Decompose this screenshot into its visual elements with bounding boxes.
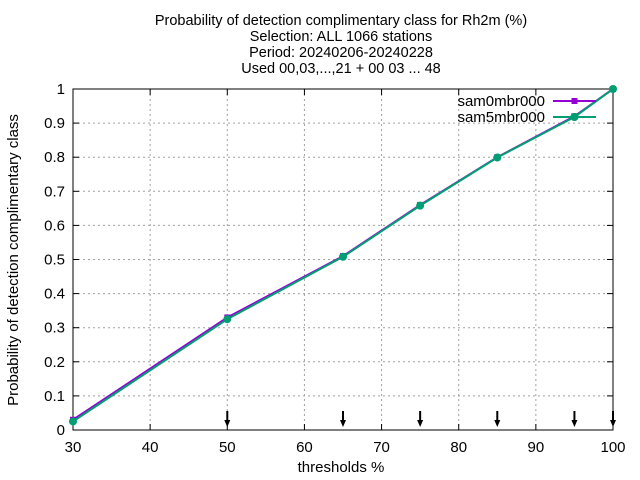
data-point xyxy=(609,85,617,93)
x-tick-label: 60 xyxy=(296,439,313,456)
x-tick-label: 90 xyxy=(528,439,545,456)
x-axis-label: thresholds % xyxy=(298,459,385,476)
x-tick-label: 80 xyxy=(450,439,467,456)
x-tick-label: 70 xyxy=(373,439,390,456)
threshold-arrow-head xyxy=(571,420,578,427)
threshold-arrow-head xyxy=(494,420,501,427)
chart-title-line: Used 00,03,...,21 + 00 03 ... 48 xyxy=(241,61,441,77)
data-point xyxy=(493,153,502,162)
x-tick-label: 50 xyxy=(219,439,236,456)
y-tick-label: 0.7 xyxy=(44,183,65,200)
chart-title-line: Selection: ALL 1066 stations xyxy=(250,29,432,45)
y-tick-label: 0.2 xyxy=(44,354,65,371)
y-tick-label: 0 xyxy=(57,422,65,439)
legend-label: sam5mbr000 xyxy=(457,109,545,126)
y-tick-label: 0.8 xyxy=(44,149,65,166)
legend-swatch-marker xyxy=(570,113,579,121)
data-point xyxy=(416,201,425,210)
data-point xyxy=(69,417,77,426)
legend-swatch-marker xyxy=(571,98,578,104)
chart-title-group: Probability of detection complimentary c… xyxy=(155,13,527,77)
y-tick-label: 0.4 xyxy=(44,286,65,303)
x-tick-label: 40 xyxy=(142,439,159,456)
y-tick-label: 0.3 xyxy=(44,320,65,337)
x-tick-label: 100 xyxy=(600,439,625,456)
chart-title-line: Probability of detection complimentary c… xyxy=(155,13,527,29)
chart-title-line: Period: 20240206-20240228 xyxy=(249,45,433,61)
series-group xyxy=(69,85,617,426)
threshold-arrow-head xyxy=(610,420,616,427)
threshold-arrows xyxy=(224,411,616,427)
y-axis-label: Probability of detection complimentary c… xyxy=(5,114,22,406)
y-tick-label: 0.6 xyxy=(44,217,65,234)
axis-ticks: 30 40 50 60 70 80 90 100 0 0.1 0.2 0.3 0.4 0.5 0.6 0.7 0… xyxy=(44,81,625,456)
threshold-arrow-head xyxy=(417,420,424,427)
threshold-arrow-head xyxy=(224,420,231,427)
y-tick-label: 0.9 xyxy=(44,115,65,132)
y-tick-label: 0.1 xyxy=(44,388,65,405)
y-tick-label: 0.5 xyxy=(44,252,65,269)
y-tick-label: 1 xyxy=(57,81,65,98)
data-point xyxy=(339,252,347,261)
legend-label: sam0mbr000 xyxy=(457,93,545,110)
x-tick-label: 30 xyxy=(65,439,82,456)
data-point xyxy=(223,315,232,324)
threshold-arrow-head xyxy=(340,420,346,427)
